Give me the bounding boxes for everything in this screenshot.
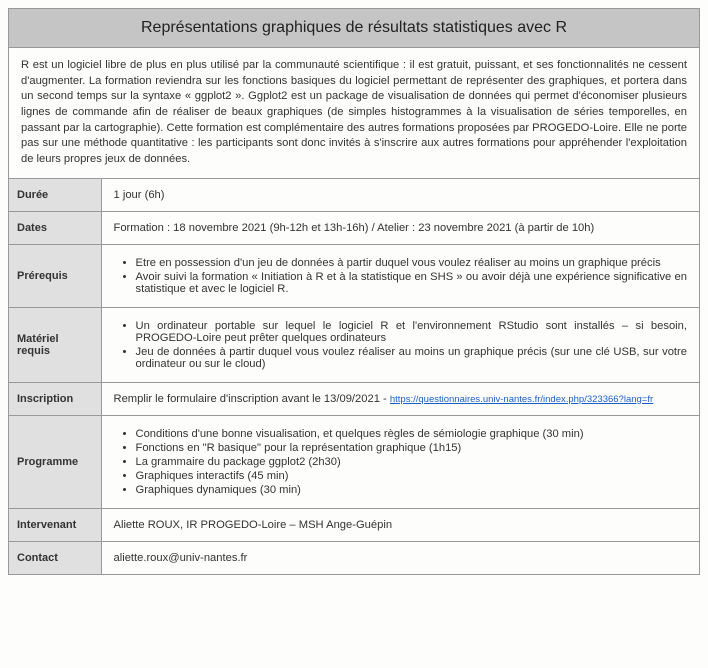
label-duree: Durée	[9, 179, 101, 212]
value-programme: Conditions d'une bonne visualisation, et…	[101, 415, 699, 508]
row-prerequis: Prérequis Etre en possession d'un jeu de…	[9, 244, 699, 307]
row-intervenant: Intervenant Aliette ROUX, IR PROGEDO-Loi…	[9, 508, 699, 541]
inscription-text: Remplir le formulaire d'inscription avan…	[114, 393, 390, 405]
value-prerequis: Etre en possession d'un jeu de données à…	[101, 244, 699, 307]
value-inscription: Remplir le formulaire d'inscription avan…	[101, 382, 699, 415]
row-materiel: Matériel requis Un ordinateur portable s…	[9, 307, 699, 382]
label-inscription: Inscription	[9, 382, 101, 415]
row-inscription: Inscription Remplir le formulaire d'insc…	[9, 382, 699, 415]
row-dates: Dates Formation : 18 novembre 2021 (9h-1…	[9, 211, 699, 244]
course-card: Représentations graphiques de résultats …	[8, 8, 700, 575]
list-item: Conditions d'une bonne visualisation, et…	[136, 428, 688, 440]
list-item: Graphiques interactifs (45 min)	[136, 470, 688, 482]
value-duree: 1 jour (6h)	[101, 179, 699, 212]
row-duree: Durée 1 jour (6h)	[9, 179, 699, 212]
course-title: Représentations graphiques de résultats …	[9, 9, 699, 48]
label-dates: Dates	[9, 211, 101, 244]
label-programme: Programme	[9, 415, 101, 508]
row-programme: Programme Conditions d'une bonne visuali…	[9, 415, 699, 508]
list-item: La grammaire du package ggplot2 (2h30)	[136, 456, 688, 468]
inscription-link[interactable]: https://questionnaires.univ-nantes.fr/in…	[390, 394, 653, 405]
label-materiel: Matériel requis	[9, 307, 101, 382]
list-item: Graphiques dynamiques (30 min)	[136, 484, 688, 496]
value-dates: Formation : 18 novembre 2021 (9h-12h et …	[101, 211, 699, 244]
label-prerequis: Prérequis	[9, 244, 101, 307]
course-intro: R est un logiciel libre de plus en plus …	[9, 48, 699, 179]
row-contact: Contact aliette.roux@univ-nantes.fr	[9, 541, 699, 574]
label-contact: Contact	[9, 541, 101, 574]
label-intervenant: Intervenant	[9, 508, 101, 541]
list-item: Jeu de données à partir duquel vous voul…	[136, 346, 688, 370]
value-intervenant: Aliette ROUX, IR PROGEDO-Loire – MSH Ang…	[101, 508, 699, 541]
value-materiel: Un ordinateur portable sur lequel le log…	[101, 307, 699, 382]
list-item: Etre en possession d'un jeu de données à…	[136, 257, 688, 269]
list-item: Avoir suivi la formation « Initiation à …	[136, 271, 688, 295]
value-contact: aliette.roux@univ-nantes.fr	[101, 541, 699, 574]
details-table: Durée 1 jour (6h) Dates Formation : 18 n…	[9, 179, 699, 574]
list-item: Fonctions en "R basique" pour la représe…	[136, 442, 688, 454]
list-item: Un ordinateur portable sur lequel le log…	[136, 320, 688, 344]
